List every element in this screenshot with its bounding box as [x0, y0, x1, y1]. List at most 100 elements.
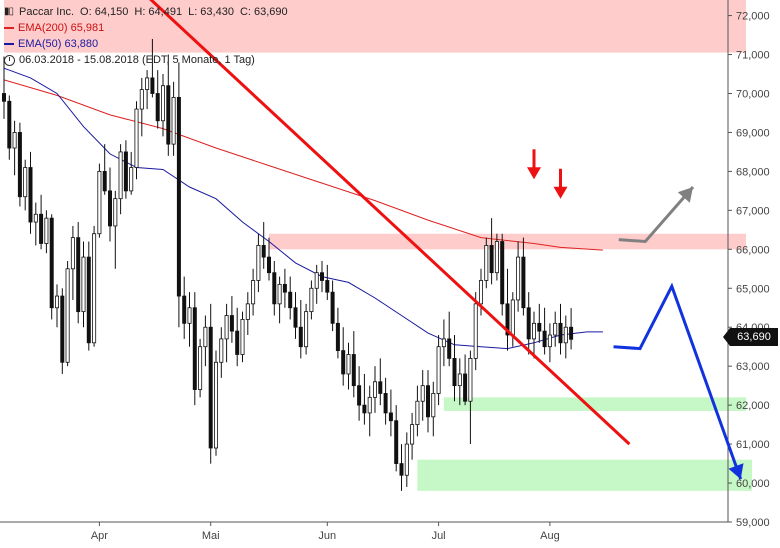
candle-body — [441, 338, 446, 348]
candle-body — [537, 322, 542, 332]
candle-body — [261, 245, 266, 258]
candle-body — [208, 326, 213, 449]
candle-body — [346, 354, 351, 375]
candle-body — [489, 245, 494, 274]
candle-body — [12, 132, 17, 149]
candle-body — [478, 280, 483, 305]
candle-body — [145, 77, 150, 90]
ema50-line — [3, 67, 603, 350]
candle-body — [494, 241, 499, 274]
legend-ohlc-row: ▮▯ Paccar Inc. O: 64,150 H: 64,491 L: 63… — [4, 4, 294, 20]
ema200-line — [3, 79, 603, 251]
candle-body — [251, 280, 256, 305]
candle-body — [272, 272, 277, 305]
candle-body — [198, 346, 203, 390]
candle-body — [139, 89, 144, 110]
candle-body — [388, 412, 393, 422]
y-tick-label: 66,000 — [736, 244, 770, 256]
candle-body — [192, 307, 197, 390]
y-tick-label: 70,000 — [736, 88, 770, 100]
candle-body — [97, 171, 102, 235]
candle-body — [219, 338, 224, 363]
candle-body — [357, 385, 362, 406]
candle-body — [500, 241, 505, 305]
ema50-swatch — [4, 43, 14, 45]
candle-body — [33, 213, 38, 223]
x-tick-label: Aug — [540, 530, 560, 542]
candle-body — [213, 361, 218, 449]
ema200-swatch — [4, 27, 14, 29]
candle-body — [521, 256, 526, 309]
y-tick-label: 71,000 — [736, 50, 770, 62]
candle-body — [319, 272, 324, 281]
candle-body — [288, 291, 293, 309]
resistance-zone-top — [4, 0, 746, 53]
y-tick-label: 63,000 — [736, 361, 770, 373]
support-zone-upper — [443, 397, 746, 411]
candle-body — [335, 322, 340, 351]
candle-body — [60, 295, 65, 363]
candle-body — [134, 108, 139, 168]
candle-body — [70, 237, 75, 270]
support-zone-lower — [417, 459, 752, 491]
candle-body — [367, 396, 372, 414]
candle-body — [293, 307, 298, 328]
candle-body — [118, 151, 123, 200]
candle-body — [473, 303, 478, 359]
candle-body — [351, 354, 356, 387]
legend-period-row: 06.03.2018 - 15.08.2018 (EDT, 5 Monate, … — [4, 52, 294, 68]
candle-body — [92, 233, 97, 344]
candle-body — [108, 190, 113, 227]
candle-body — [282, 283, 287, 293]
candle-body — [160, 85, 165, 122]
candle-body — [7, 100, 12, 149]
candle-body — [256, 245, 261, 281]
candle-body — [304, 311, 309, 348]
candle-body — [44, 217, 49, 244]
candle-body — [420, 385, 425, 402]
candle-body — [457, 373, 462, 387]
x-tick-label: Mai — [202, 530, 220, 542]
candle-body — [266, 256, 271, 274]
candle-body — [558, 322, 563, 344]
candle-body — [394, 420, 399, 464]
y-tick-label: 69,000 — [736, 127, 770, 139]
candle-body — [39, 213, 44, 244]
candle-body — [102, 171, 107, 192]
candle-body — [415, 400, 420, 426]
candle-body — [150, 77, 155, 94]
candle-body — [314, 272, 319, 289]
y-tick-label: 72,000 — [736, 11, 770, 23]
last-price-tag: 63,690 — [723, 328, 778, 346]
ohlc-low: L: 63,430 — [188, 6, 234, 18]
legend-ema200-row: EMA(200) 65,981 — [4, 20, 294, 36]
resistance-zone — [269, 233, 746, 250]
y-tick-label: 60,000 — [736, 478, 770, 490]
signal-arrow-head — [527, 167, 541, 180]
ema50-value: 63,880 — [64, 38, 99, 50]
x-tick-label: Jun — [318, 530, 336, 542]
y-tick-label: 65,000 — [736, 283, 770, 295]
candle-body — [49, 217, 54, 309]
candle-body — [399, 463, 404, 476]
legend-ema50-row: EMA(50) 63,880 — [4, 36, 294, 52]
y-tick-label: 67,000 — [736, 205, 770, 217]
candle-body — [505, 303, 510, 336]
instrument-name: Paccar Inc. — [19, 6, 75, 18]
candle-body — [245, 303, 250, 320]
candle-body — [229, 315, 234, 332]
candle-body — [166, 85, 171, 145]
candle-body — [547, 334, 552, 348]
candle-body — [76, 237, 81, 313]
x-tick-label: Jul — [432, 530, 446, 542]
ohlc-close: C: 63,690 — [239, 6, 288, 18]
clock-icon — [4, 54, 15, 66]
bullish-scenario-arrow-head — [677, 187, 693, 203]
candle-body — [563, 326, 568, 344]
candle-body — [86, 256, 91, 344]
bearish-scenario-arrow — [613, 282, 743, 480]
candle-body — [431, 393, 436, 418]
candle-body — [277, 283, 282, 305]
candle-body — [23, 167, 28, 198]
